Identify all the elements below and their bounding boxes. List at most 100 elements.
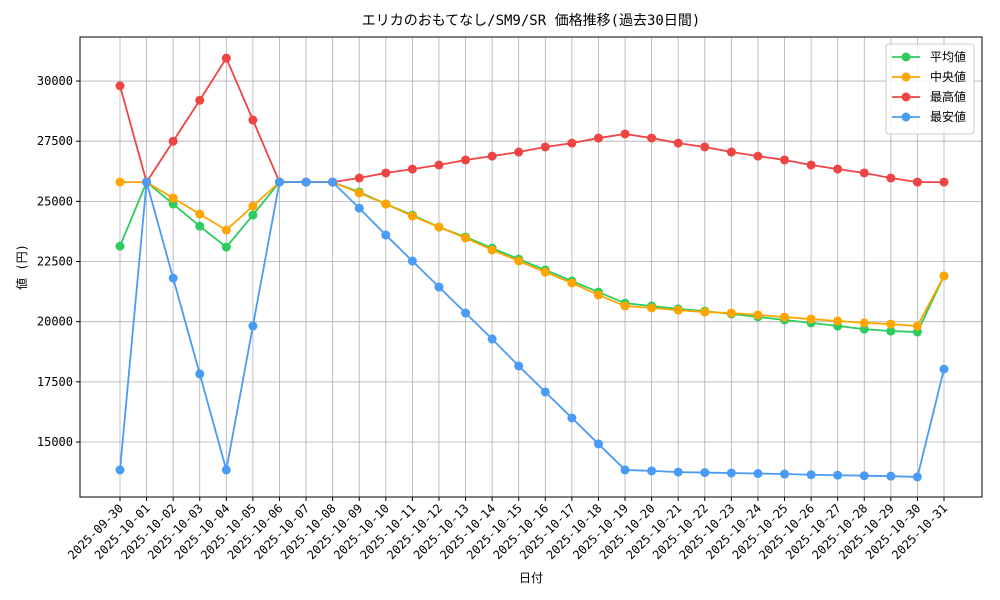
data-point: [221, 225, 231, 235]
data-point: [753, 310, 763, 320]
data-point: [487, 245, 497, 255]
data-point: [620, 465, 630, 475]
data-point: [115, 465, 125, 475]
data-point: [726, 147, 736, 157]
data-point: [514, 361, 524, 371]
data-point: [753, 469, 763, 479]
data-point: [381, 230, 391, 240]
data-point: [806, 160, 816, 170]
data-point: [195, 221, 205, 231]
data-point: [939, 364, 949, 374]
data-point: [833, 470, 843, 480]
data-point: [461, 308, 471, 318]
data-point: [195, 95, 205, 105]
data-point: [673, 138, 683, 148]
legend-label: 最安値: [930, 109, 966, 124]
data-point: [301, 177, 311, 187]
data-point: [115, 81, 125, 91]
data-point: [407, 211, 417, 221]
data-point: [886, 326, 896, 336]
data-point: [593, 439, 603, 449]
data-point: [354, 203, 364, 213]
data-point: [593, 133, 603, 143]
data-point: [593, 290, 603, 300]
legend-label: 平均値: [930, 49, 966, 64]
data-point: [753, 151, 763, 161]
y-tick-label: 15000: [37, 435, 73, 449]
data-point: [647, 303, 657, 313]
data-point: [514, 256, 524, 266]
data-point: [142, 177, 152, 187]
legend-label: 最高値: [930, 89, 966, 104]
data-point: [195, 209, 205, 219]
data-point: [567, 413, 577, 423]
data-point: [540, 142, 550, 152]
data-point: [912, 177, 922, 187]
chart-title: エリカのおもてなし/SM9/SR 価格推移(過去30日間): [362, 13, 701, 29]
data-point: [912, 472, 922, 482]
data-point: [886, 173, 896, 183]
legend-marker: [901, 52, 911, 62]
data-point: [620, 301, 630, 311]
data-point: [407, 256, 417, 266]
y-tick-label: 17500: [37, 375, 73, 389]
data-point: [780, 155, 790, 165]
y-tick-label: 27500: [37, 134, 73, 148]
series-line: [119, 56, 944, 185]
data-point: [115, 177, 125, 187]
data-point: [168, 273, 178, 283]
legend-marker: [901, 112, 911, 122]
data-point: [461, 155, 471, 165]
y-tick-label: 22500: [37, 255, 73, 269]
data-point: [115, 241, 125, 251]
data-point: [700, 468, 710, 478]
data-point: [567, 138, 577, 148]
data-point: [700, 142, 710, 152]
data-point: [859, 318, 869, 328]
data-point: [514, 147, 524, 157]
data-point: [195, 369, 205, 379]
data-point: [248, 210, 258, 220]
data-point: [912, 321, 922, 331]
data-point: [726, 308, 736, 318]
data-point: [274, 177, 284, 187]
data-point: [434, 282, 444, 292]
data-point: [487, 151, 497, 161]
legend-label: 中央値: [930, 69, 966, 84]
y-tick-label: 25000: [37, 194, 73, 208]
legend-box: [885, 43, 975, 135]
data-point: [859, 324, 869, 334]
data-point: [673, 467, 683, 477]
data-point: [886, 471, 896, 481]
data-point: [487, 334, 497, 344]
data-point: [354, 188, 364, 198]
data-point: [859, 471, 869, 481]
data-point: [328, 177, 338, 187]
data-point: [833, 164, 843, 174]
data-point: [726, 468, 736, 478]
data-point: [540, 387, 550, 397]
data-point: [354, 173, 364, 183]
data-point: [673, 305, 683, 315]
data-point: [221, 465, 231, 475]
data-point: [859, 168, 869, 178]
data-point: [939, 271, 949, 281]
data-point: [248, 201, 258, 211]
plot-frame: [79, 36, 983, 498]
data-point: [540, 267, 550, 277]
legend-marker: [901, 72, 911, 82]
data-point: [221, 242, 231, 252]
data-point: [567, 278, 577, 288]
data-point: [806, 314, 816, 324]
data-point: [168, 136, 178, 146]
data-point: [806, 470, 816, 480]
y-axis-label: 値 (円): [14, 244, 29, 290]
data-point: [700, 307, 710, 317]
data-point: [168, 193, 178, 203]
data-point: [939, 177, 949, 187]
data-point: [833, 316, 843, 326]
y-tick-label: 20000: [37, 315, 73, 329]
data-point: [434, 160, 444, 170]
